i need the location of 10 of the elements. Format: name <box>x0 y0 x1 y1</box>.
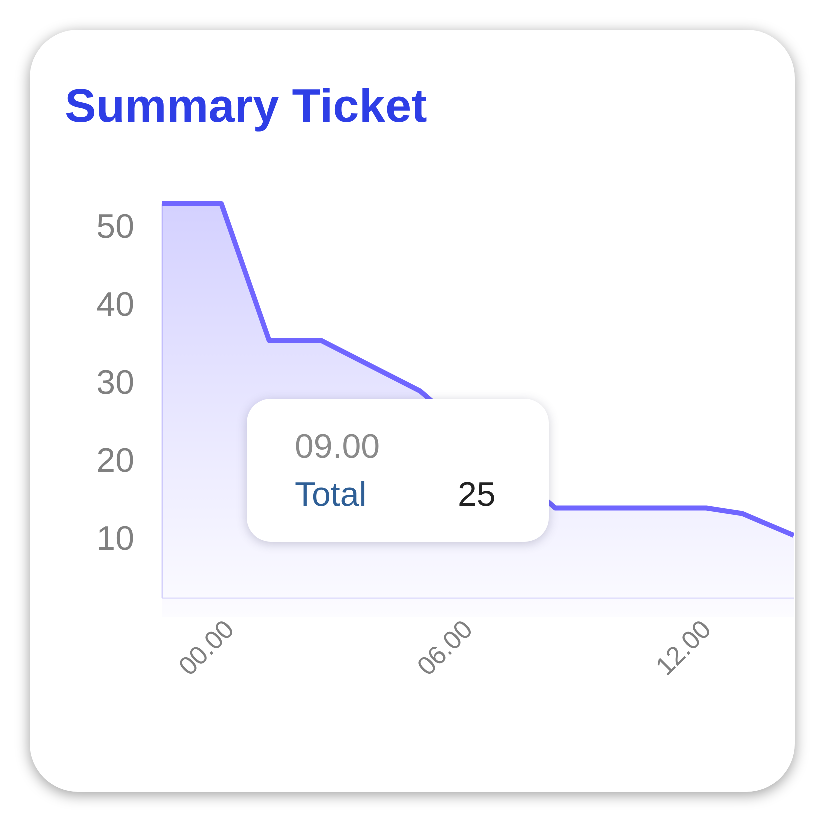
y-tick-label: 30 <box>96 364 134 402</box>
y-tick-label: 10 <box>96 520 134 558</box>
annotation: Total <box>295 476 367 514</box>
y-tick-label: 20 <box>96 442 134 480</box>
annotation: 09.00 <box>295 428 380 466</box>
tooltip-card: 09.00 Total 25 <box>247 399 549 542</box>
y-tick-label: 40 <box>96 286 134 324</box>
y-tick-label: 50 <box>96 208 134 246</box>
chart-title: Summary Ticket <box>65 79 428 132</box>
annotation: 25 <box>458 476 496 514</box>
